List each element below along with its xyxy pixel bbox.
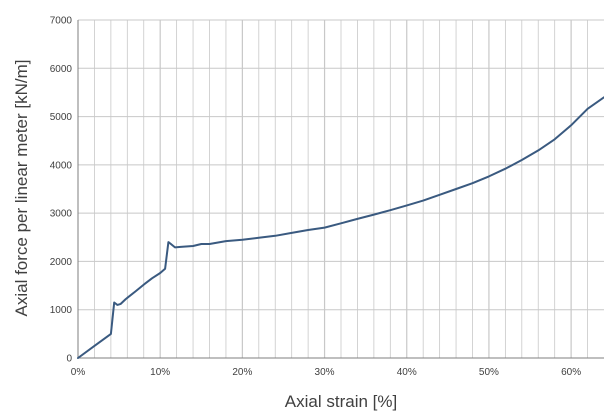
x-tick-label: 60% [561, 367, 581, 378]
y-tick-label: 6000 [50, 64, 73, 75]
x-tick-label: 10% [150, 367, 170, 378]
series-line [77, 96, 604, 359]
y-tick-label: 5000 [50, 112, 73, 123]
x-axis-label: Axial strain [%] [284, 392, 398, 411]
y-tick-label: 3000 [50, 209, 73, 220]
y-axis-label: Axial force per linear meter [kN/m] [12, 59, 31, 317]
y-tick-label: 7000 [50, 16, 73, 27]
x-tick-label: 0% [71, 367, 86, 378]
x-tick-label: 50% [479, 367, 499, 378]
y-tick-label: 0 [66, 354, 72, 365]
x-tick-label: 40% [397, 367, 417, 378]
y-tick-label: 4000 [50, 160, 73, 171]
x-tick-label: 20% [232, 367, 252, 378]
y-tick-label: 1000 [50, 305, 73, 316]
y-tick-label: 2000 [50, 257, 73, 268]
x-tick-label: 30% [315, 367, 335, 378]
